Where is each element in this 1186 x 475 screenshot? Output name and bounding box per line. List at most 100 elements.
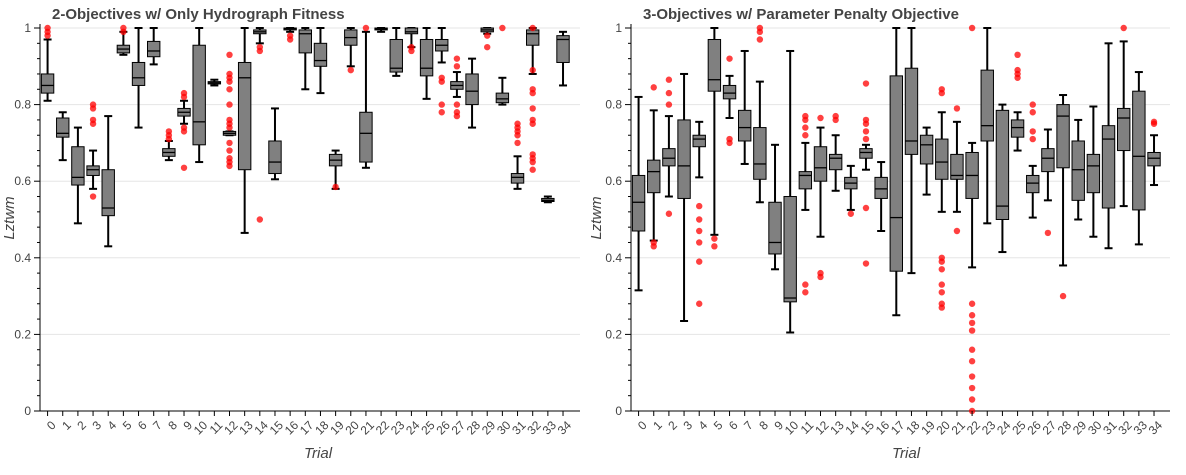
x-tick-label: 5 [711, 418, 726, 433]
x-tick-label: 8 [165, 418, 180, 433]
outlier-point [968, 319, 976, 327]
outlier-point [529, 166, 536, 173]
iqr-box [950, 153, 964, 180]
box-33 [541, 195, 555, 204]
outlier-point [438, 101, 445, 108]
outlier-point [938, 281, 945, 288]
outlier-point [665, 210, 673, 217]
outlier-point [817, 269, 824, 277]
outlier-point [1029, 101, 1036, 108]
iqr-box [495, 92, 510, 104]
box-32 [526, 24, 540, 173]
box-7 [738, 49, 752, 165]
iqr-box [40, 73, 55, 94]
box-4 [101, 115, 115, 248]
box-10 [192, 27, 206, 164]
outlier-point [726, 135, 733, 143]
outlier-point [938, 289, 945, 296]
outlier-point [453, 63, 461, 70]
box-9 [177, 89, 191, 171]
iqr-box [631, 174, 646, 232]
box-0 [40, 24, 55, 102]
x-tick-label: 7 [741, 418, 756, 433]
box-21 [950, 105, 964, 235]
y-tick-label: 0.4 [605, 251, 622, 265]
x-tick-label: 0 [44, 418, 59, 433]
iqr-box [147, 40, 161, 58]
iqr-box [298, 29, 313, 54]
x-tick-label: 6 [135, 418, 150, 433]
x-tick-label: 4 [105, 418, 120, 433]
box-23 [389, 27, 403, 77]
box-2 [662, 76, 676, 217]
left-chart-panel: 2-Objectives w/ Only Hydrograph Fitness … [1, 6, 580, 462]
box-4 [692, 120, 706, 307]
box-27 [1041, 128, 1055, 237]
box-21 [359, 24, 373, 169]
box-10 [783, 49, 797, 334]
y-tick-label: 0.8 [14, 98, 31, 112]
iqr-box [86, 165, 100, 176]
box-18 [313, 27, 328, 95]
x-tick-label: 34 [1146, 418, 1166, 438]
y-tick-label: 0.2 [14, 327, 31, 341]
box-28 [465, 57, 479, 129]
outlier-point [453, 109, 461, 116]
outlier-point [180, 164, 188, 171]
box-30 [495, 24, 510, 106]
iqr-box [980, 69, 994, 142]
outlier-point [226, 101, 233, 108]
box-12 [813, 114, 828, 281]
iqr-box [237, 61, 252, 171]
outlier-point [453, 101, 461, 108]
y-tick-label: 1 [24, 21, 31, 35]
outlier-point [862, 135, 870, 143]
box-15 [859, 80, 873, 267]
outlier-point [711, 235, 718, 242]
box-32 [1117, 24, 1131, 208]
box-16 [874, 161, 888, 232]
iqr-box [556, 35, 570, 63]
box-29 [480, 27, 494, 51]
box-29 [1071, 118, 1085, 221]
box-31 [1101, 42, 1116, 250]
outlier-point [711, 243, 718, 250]
outlier-point [1059, 292, 1067, 300]
outlier-point [953, 105, 961, 112]
outlier-point [862, 80, 870, 87]
outlier-point [938, 300, 945, 307]
outlier-point [1044, 229, 1052, 237]
outlier-point [44, 24, 51, 32]
box-0 [631, 95, 646, 292]
y-tick-label: 1 [615, 21, 622, 35]
iqr-box [526, 29, 540, 46]
box-20 [344, 27, 358, 74]
outlier-point [180, 124, 188, 131]
iqr-box [995, 109, 1010, 220]
outlier-point [862, 260, 870, 267]
x-tick-label: 0 [635, 418, 650, 433]
outlier-point [802, 124, 809, 131]
outlier-point [968, 384, 976, 392]
iqr-box [313, 42, 328, 67]
box-8 [162, 128, 176, 162]
outlier-point [1029, 135, 1036, 143]
x-tick-label: 2 [74, 418, 89, 433]
outlier-point [438, 109, 445, 116]
outlier-point [817, 114, 824, 122]
box-17 [889, 27, 903, 317]
x-tick-label: 4 [696, 418, 711, 433]
outlier-point [968, 358, 976, 365]
outlier-point [226, 147, 233, 154]
box-19 [919, 126, 934, 196]
y-tick-label: 0.4 [14, 251, 31, 265]
outlier-point [529, 151, 536, 158]
box-33 [1132, 71, 1146, 246]
box-7 [147, 27, 161, 66]
iqr-box [1117, 107, 1131, 152]
iqr-box [662, 148, 676, 167]
outlier-point [529, 116, 536, 124]
box-6 [722, 55, 737, 147]
box-23 [980, 27, 994, 225]
